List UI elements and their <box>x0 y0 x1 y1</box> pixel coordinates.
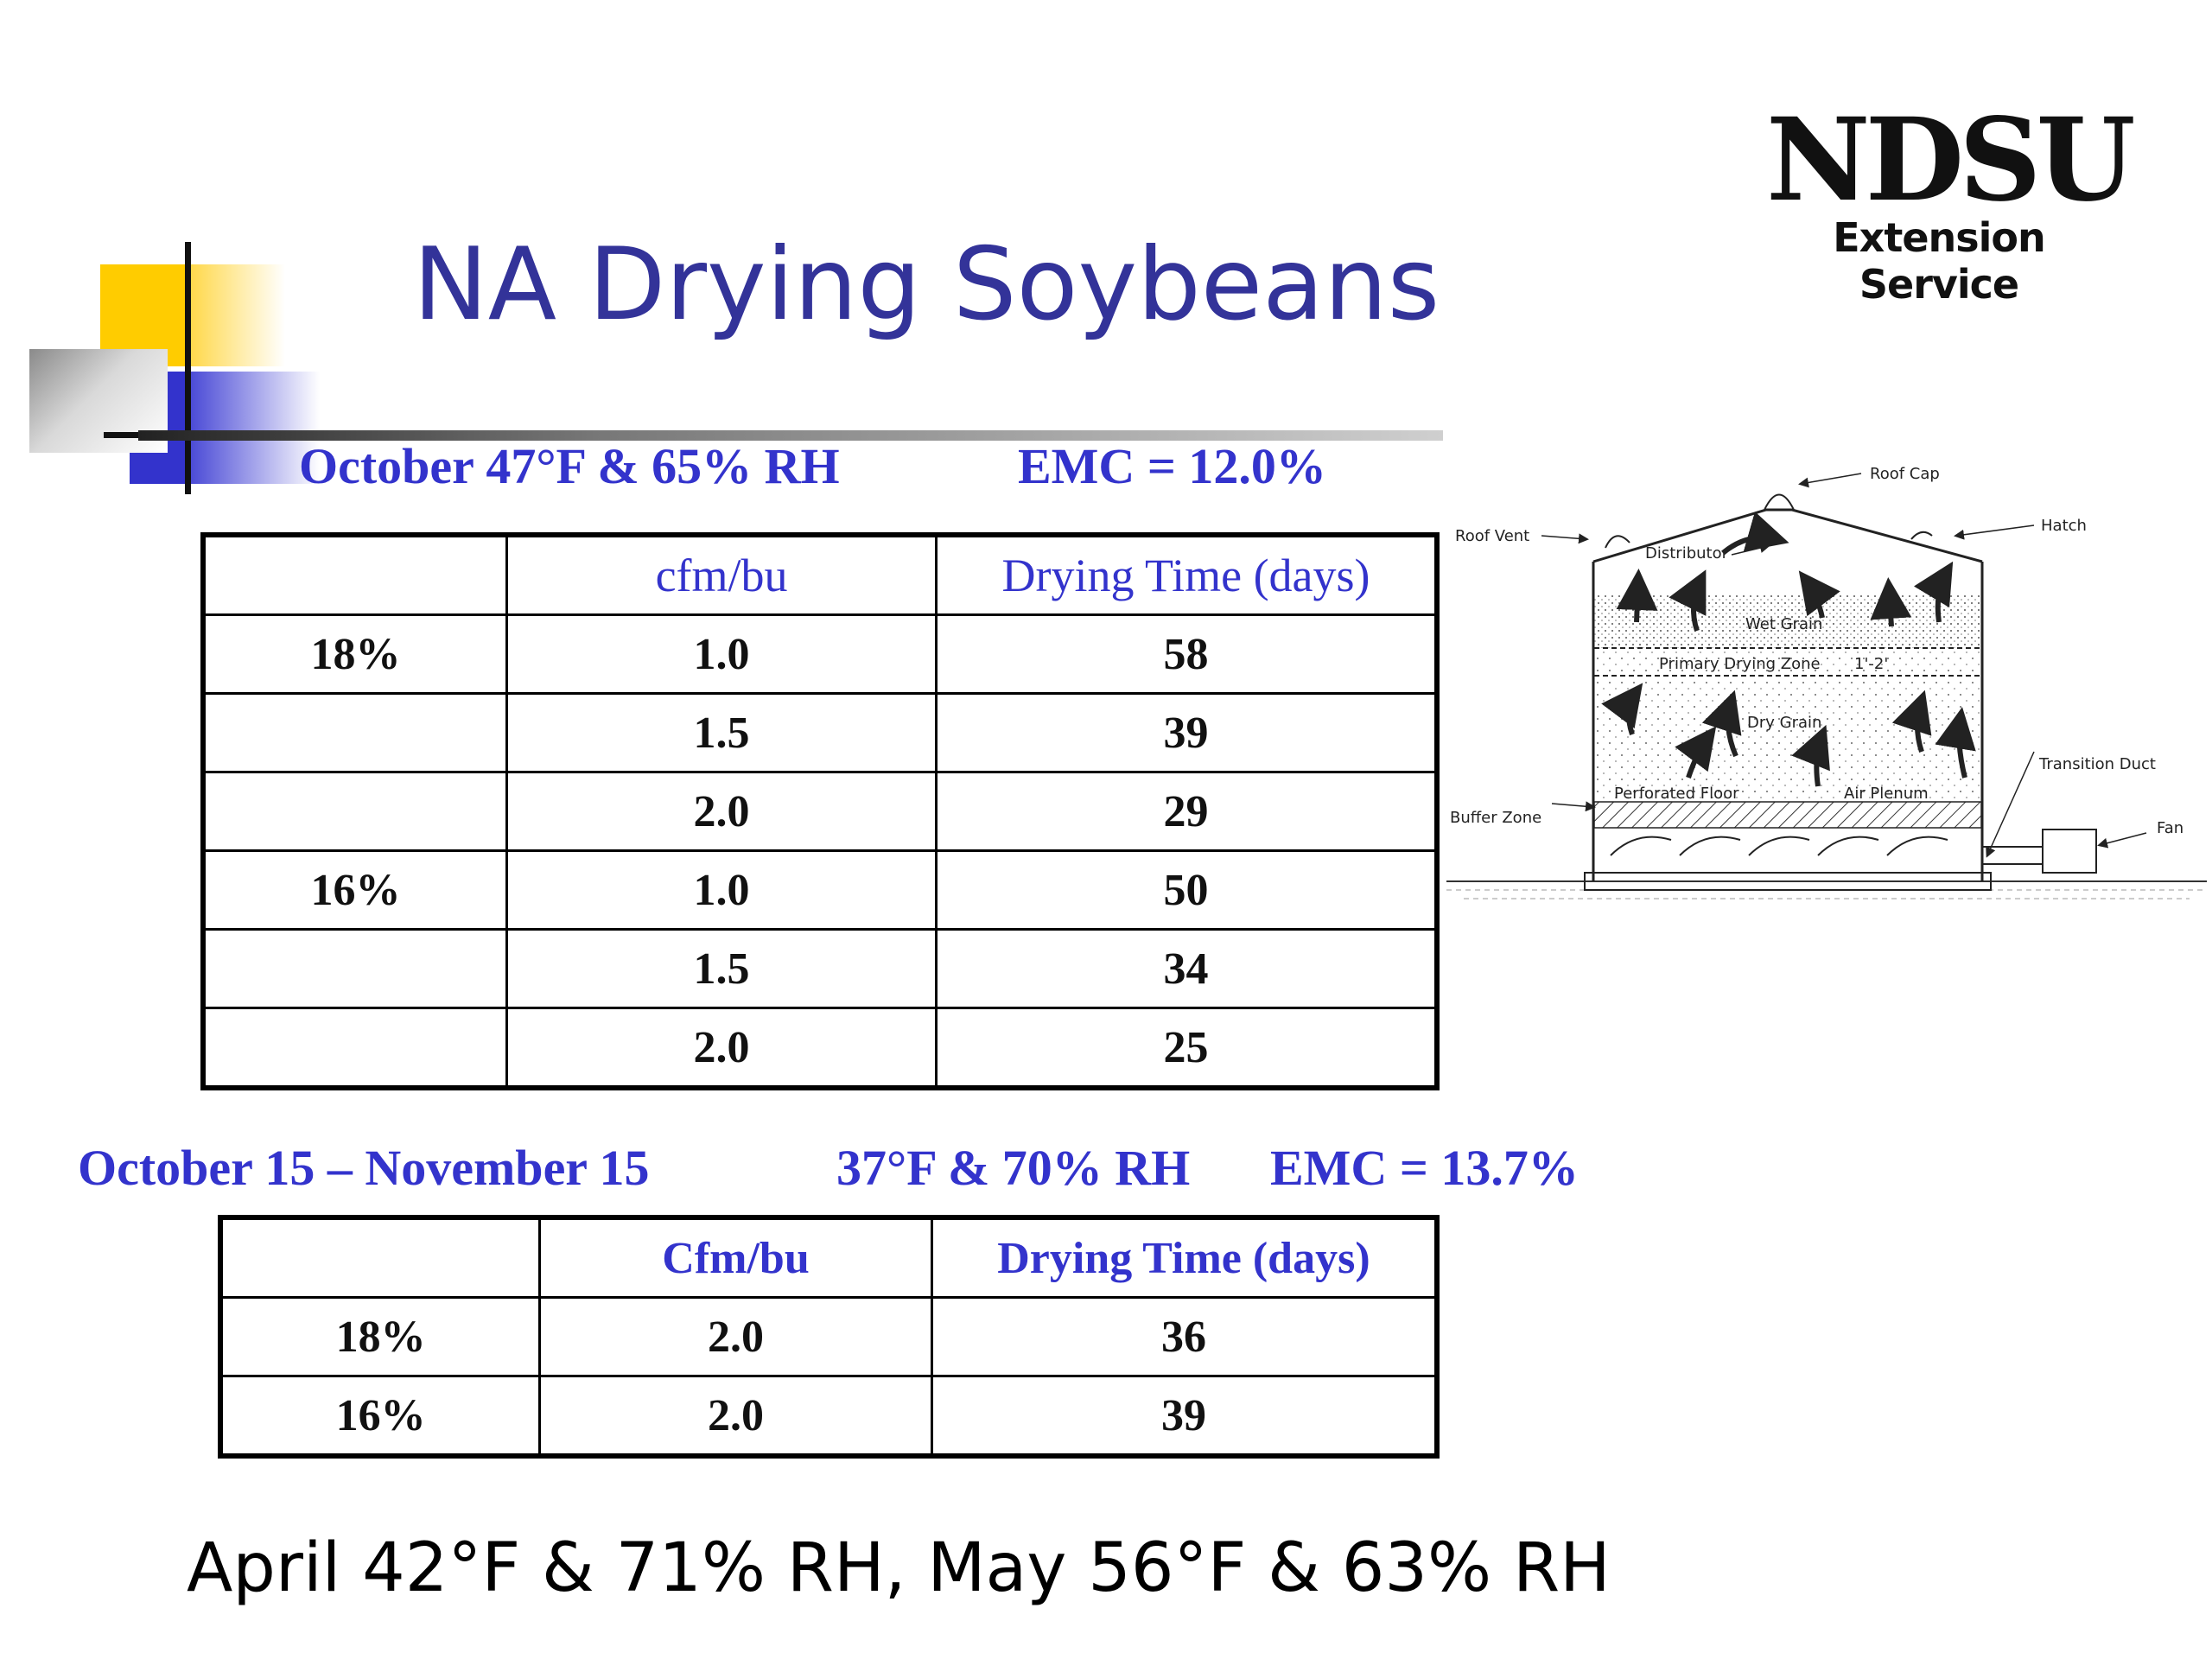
moisture-cell: 18% <box>201 613 509 695</box>
cfm-cell: 2.0 <box>538 1296 933 1377</box>
table-row: 18% 1.0 58 <box>201 613 1439 695</box>
moisture-cell <box>201 928 509 1009</box>
label-distributor: Distributor <box>1645 544 1729 563</box>
cfm-cell: 2.0 <box>538 1375 933 1458</box>
vertical-rule <box>185 242 191 494</box>
drying-table-october: cfm/bu Drying Time (days) 18% 1.0 58 1.5… <box>200 532 1440 1090</box>
perforated-floor <box>1593 801 1982 829</box>
label-primary-drying-zone: Primary Drying Zone <box>1659 655 1821 673</box>
section2-emc: EMC = 13.7% <box>1270 1140 1579 1196</box>
blue-fade <box>190 372 320 484</box>
days-cell: 58 <box>935 613 1439 695</box>
cfm-cell: 1.0 <box>505 613 938 695</box>
table-header-row: Cfm/bu Drying Time (days) <box>219 1216 1439 1299</box>
fan-unit <box>1982 829 2097 874</box>
section2-period: October 15 – November 15 <box>78 1140 650 1196</box>
logo-subtitle: Extension Service <box>1833 214 2046 308</box>
label-wet-grain: Wet Grain <box>1745 615 1822 633</box>
bottom-weather-note: April 42°F & 71% RH, May 56°F & 63% RH <box>187 1529 1611 1607</box>
header-cell <box>201 533 509 616</box>
moisture-cell: 16% <box>219 1375 542 1458</box>
plenum-airflow <box>1610 836 1948 856</box>
table-row: 1.5 34 <box>201 928 1439 1009</box>
label-fan: Fan <box>2157 819 2183 837</box>
header-drying-time: Drying Time (days) <box>935 533 1439 616</box>
table-header-row: cfm/bu Drying Time (days) <box>201 533 1439 616</box>
label-roof-vent: Roof Vent <box>1455 527 1529 545</box>
logo-wordmark: NDSU <box>1766 93 2136 227</box>
section1-condition: October 47°F & 65% RH <box>299 438 840 494</box>
header-drying-time: Drying Time (days) <box>930 1216 1439 1299</box>
label-dry-grain: Dry Grain <box>1747 714 1821 732</box>
cfm-cell: 2.0 <box>505 1007 938 1090</box>
grain-bin-diagram: Roof Cap Hatch Roof Vent Distributor Wet… <box>1446 465 2207 899</box>
ndsu-logo: NDSU Extension Service <box>1766 93 2136 308</box>
days-cell: 39 <box>930 1375 1439 1458</box>
label-perforated-floor: Perforated Floor <box>1614 785 1739 803</box>
days-cell: 29 <box>935 771 1439 852</box>
cfm-cell: 1.5 <box>505 692 938 773</box>
table-row: 18% 2.0 36 <box>219 1296 1439 1377</box>
table-row: 16% 1.0 50 <box>201 849 1439 931</box>
section1-emc: EMC = 12.0% <box>1018 438 1326 494</box>
label-hatch: Hatch <box>2041 517 2087 535</box>
days-cell: 36 <box>930 1296 1439 1377</box>
drying-table-oct-nov: Cfm/bu Drying Time (days) 18% 2.0 36 16%… <box>218 1215 1440 1459</box>
cfm-cell: 1.0 <box>505 849 938 931</box>
cfm-cell: 2.0 <box>505 771 938 852</box>
days-cell: 25 <box>935 1007 1439 1090</box>
label-zone-depth: 1'-2' <box>1854 655 1888 673</box>
section2-condition: 37°F & 70% RH <box>836 1140 1191 1196</box>
days-cell: 50 <box>935 849 1439 931</box>
header-cfm: Cfm/bu <box>538 1216 933 1299</box>
dry-grain-layer <box>1594 677 1981 802</box>
airflow-arrows <box>1601 512 1976 787</box>
days-cell: 39 <box>935 692 1439 773</box>
table-row: 2.0 25 <box>201 1007 1439 1090</box>
yellow-fade <box>190 264 285 366</box>
cfm-cell: 1.5 <box>505 928 938 1009</box>
header-cell <box>219 1216 542 1299</box>
header-cfm: cfm/bu <box>505 533 938 616</box>
moisture-cell <box>201 771 509 852</box>
moisture-cell: 18% <box>219 1296 542 1377</box>
days-cell: 34 <box>935 928 1439 1009</box>
moisture-cell: 16% <box>201 849 509 931</box>
decorative-corner-graphic <box>0 0 363 518</box>
label-buffer-zone: Buffer Zone <box>1450 809 1541 827</box>
moisture-cell <box>201 692 509 773</box>
label-transition-duct: Transition Duct <box>2038 755 2156 773</box>
leader-lines <box>1541 473 2147 858</box>
slide-title: NA Drying Soybeans <box>413 226 1440 343</box>
label-roof-cap: Roof Cap <box>1870 465 1940 483</box>
table-row: 2.0 29 <box>201 771 1439 852</box>
label-air-plenum: Air Plenum <box>1844 785 1929 803</box>
table-row: 16% 2.0 39 <box>219 1375 1439 1458</box>
table-row: 1.5 39 <box>201 692 1439 773</box>
bin-structure <box>1584 493 1992 891</box>
title-underline <box>138 430 1443 441</box>
moisture-cell <box>201 1007 509 1090</box>
primary-drying-zone <box>1594 650 1981 674</box>
